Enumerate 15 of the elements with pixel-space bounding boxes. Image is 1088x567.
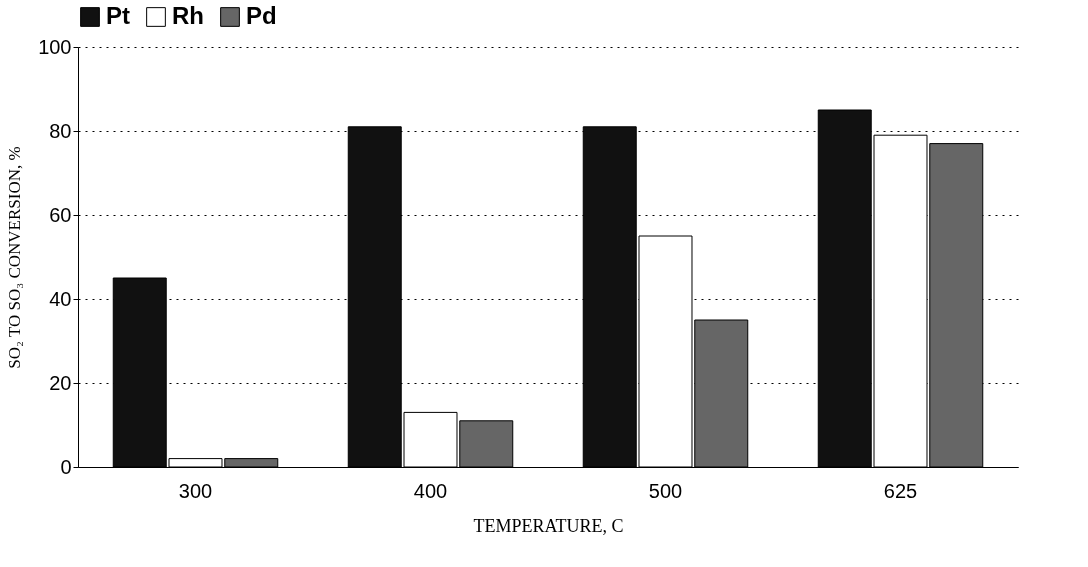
y-tick-label: 20	[49, 371, 72, 394]
legend-label: Pt	[106, 2, 131, 29]
y-tick-label: 80	[49, 119, 72, 142]
y-tick-label: 100	[38, 35, 72, 58]
x-tick-label: 500	[648, 479, 683, 502]
y-tick-label: 0	[60, 455, 72, 478]
y-tick-label: 40	[49, 287, 72, 310]
legend-label: Rh	[172, 2, 204, 29]
legend-label: Pd	[246, 2, 277, 29]
x-tick-label: 400	[413, 479, 448, 502]
y-axis-title: SO₂ TO SO₃ CONVERSION, %	[5, 146, 25, 369]
x-tick-label: 625	[883, 479, 918, 502]
x-tick-label: 300	[178, 479, 213, 502]
y-tick-label: 60	[49, 203, 72, 226]
x-axis-title: TEMPERATURE, C	[473, 515, 624, 536]
